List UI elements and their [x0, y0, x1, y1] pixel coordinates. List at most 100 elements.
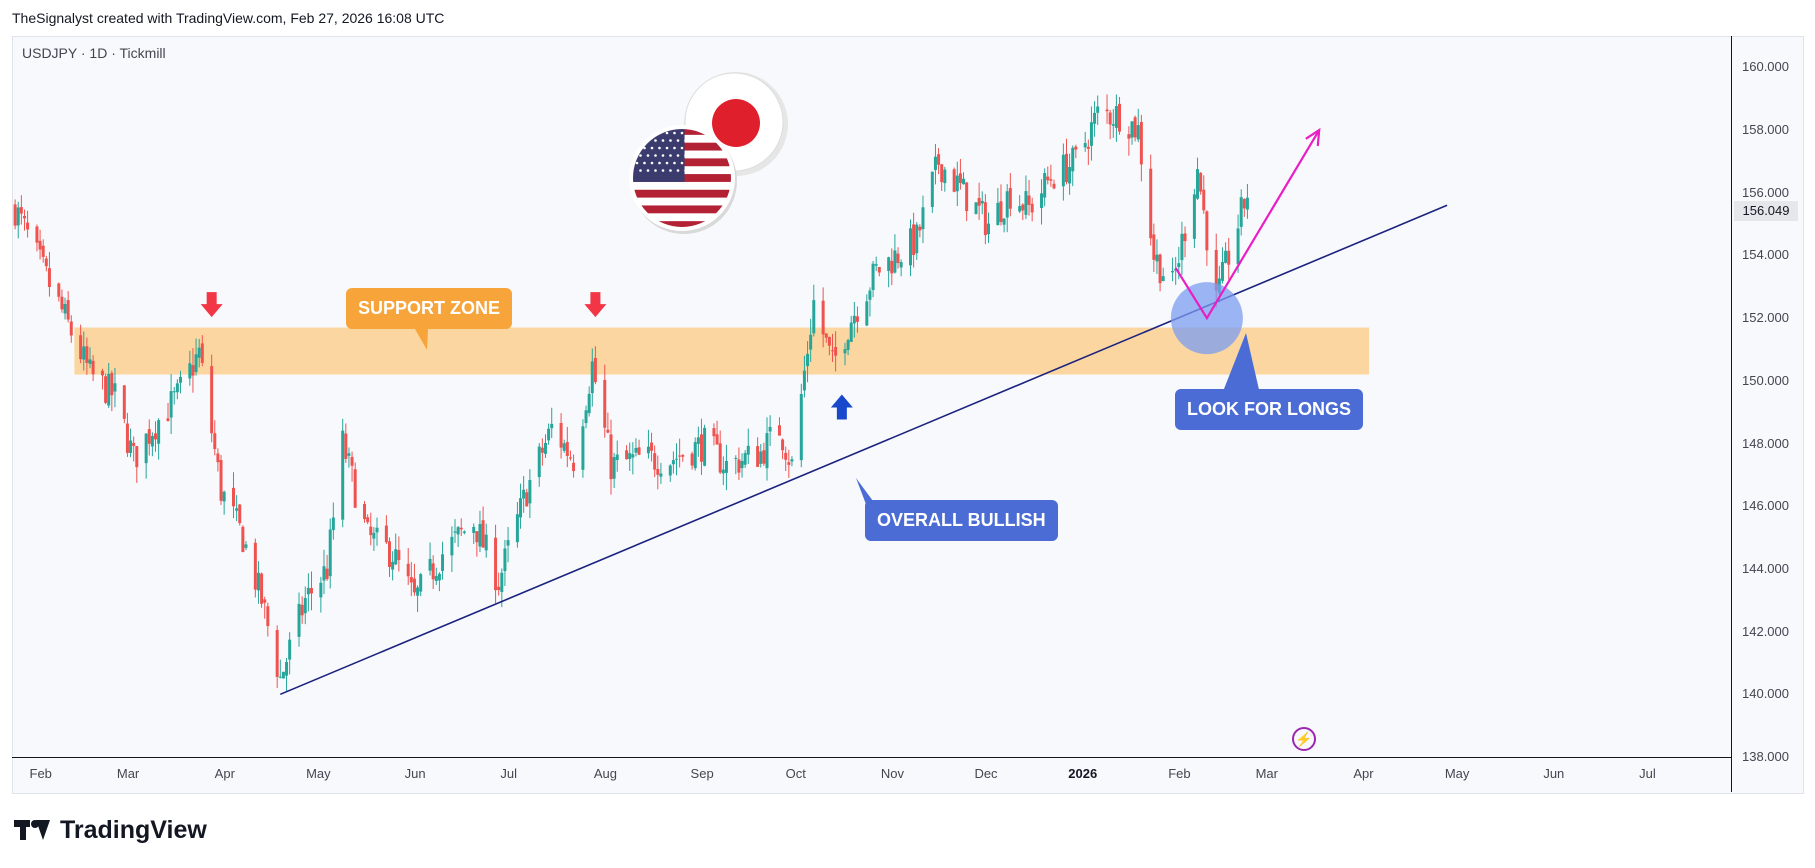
candle-body	[462, 531, 466, 533]
time-tick-label: Apr	[214, 766, 235, 781]
candle-body	[216, 453, 220, 463]
candle-body	[66, 300, 70, 320]
candle-body	[1180, 233, 1184, 261]
us-flag-star	[650, 146, 654, 150]
us-flag-star	[643, 146, 646, 150]
candle-body	[703, 427, 707, 466]
candle-body	[734, 457, 738, 459]
candle-body	[372, 532, 376, 539]
candle-body	[525, 492, 529, 507]
time-tick-label: Sep	[690, 766, 714, 781]
candle-body	[821, 300, 825, 335]
time-tick-label: Jul	[500, 766, 517, 781]
candle-body	[593, 357, 597, 383]
time-tick-label: Apr	[1353, 766, 1374, 781]
down-arrow-icon	[584, 292, 607, 318]
us-flag-star	[665, 161, 669, 165]
overall-bullish-callout[interactable]: OVERALL BULLISH	[865, 500, 1058, 541]
candle-body	[16, 207, 20, 226]
candle-body	[406, 563, 410, 577]
candle-body	[419, 574, 423, 592]
candle-body	[843, 349, 847, 354]
flash-icon[interactable]: ⚡	[1292, 727, 1316, 751]
candle-body	[737, 459, 741, 473]
price-axis-border	[1731, 36, 1732, 792]
look-for-longs-callout[interactable]: LOOK FOR LONGS	[1175, 389, 1363, 430]
us-flag-stripe	[631, 197, 733, 206]
candle-body	[122, 385, 126, 419]
us-flag-star	[676, 169, 680, 172]
price-tick-label: 154.000	[1742, 247, 1789, 263]
candle-body	[256, 572, 260, 591]
candle-body	[974, 202, 978, 214]
price-tick-label: 144.000	[1742, 560, 1789, 576]
candle-body	[147, 429, 151, 444]
candle-body	[1149, 168, 1153, 239]
candle-body	[188, 363, 192, 379]
candle-body	[325, 568, 329, 580]
time-tick-label: Oct	[785, 766, 806, 781]
candle-body	[322, 566, 326, 581]
candle-body	[540, 447, 544, 453]
us-flag-star	[658, 161, 661, 165]
down-arrow-icon	[200, 292, 223, 318]
candle-body	[790, 459, 794, 462]
candle-body	[353, 469, 357, 508]
candle-body	[366, 517, 370, 523]
time-tick-label: Jun	[1543, 766, 1565, 781]
candle-body	[1071, 147, 1075, 172]
candle-body	[999, 201, 1003, 223]
candle-body	[986, 223, 990, 235]
candle-body	[303, 597, 307, 614]
time-tick-label: Mar	[116, 766, 140, 781]
candle-body	[391, 561, 395, 570]
candle-body	[244, 544, 248, 548]
candle-body	[827, 337, 831, 346]
candle-body	[1118, 103, 1122, 132]
japan-flag-sun	[712, 99, 760, 147]
candle-body	[450, 536, 454, 556]
candle-body	[562, 443, 566, 451]
candle-body	[799, 393, 803, 461]
price-tick-label: 150.000	[1742, 372, 1789, 388]
us-flag-star	[680, 146, 684, 150]
candle-body	[481, 520, 485, 548]
us-flag-star	[661, 139, 665, 142]
candle-body	[887, 257, 891, 272]
us-flag-star	[643, 131, 646, 135]
support-zone-callout[interactable]: SUPPORT ZONE	[346, 288, 513, 329]
candle-body	[572, 462, 576, 472]
chart-pane[interactable]	[12, 36, 1804, 794]
candle-body	[110, 373, 114, 396]
time-tick-label: Mar	[1255, 766, 1278, 781]
us-flag-stripe	[631, 221, 733, 229]
candle-body	[824, 333, 828, 338]
trendline	[279, 204, 1448, 696]
candle-body	[1008, 188, 1012, 209]
candle-body	[777, 425, 781, 436]
candle-body	[232, 487, 236, 507]
us-flag-stripe	[631, 181, 733, 191]
time-tick-label: Jul	[1639, 766, 1656, 781]
candle-body	[659, 473, 663, 477]
candle-body	[375, 527, 379, 533]
candle-body	[977, 197, 981, 206]
candle-body	[868, 290, 872, 300]
candle-body	[1239, 197, 1243, 227]
candle-body	[784, 452, 788, 460]
candle-body	[416, 587, 420, 596]
candle-body	[849, 322, 853, 342]
candle-body	[693, 442, 697, 469]
time-tick-label: 2026	[1068, 766, 1098, 781]
tradingview-logo[interactable]: TradingView	[14, 816, 207, 845]
projection-line	[1174, 129, 1321, 321]
candle-body	[1205, 211, 1209, 251]
candle-body	[309, 588, 313, 594]
candle-body	[522, 489, 526, 499]
candle-body	[908, 228, 912, 266]
candle-body	[915, 224, 919, 254]
candle-body	[1227, 250, 1231, 265]
candle-body	[44, 258, 48, 267]
candle-body	[222, 491, 226, 502]
